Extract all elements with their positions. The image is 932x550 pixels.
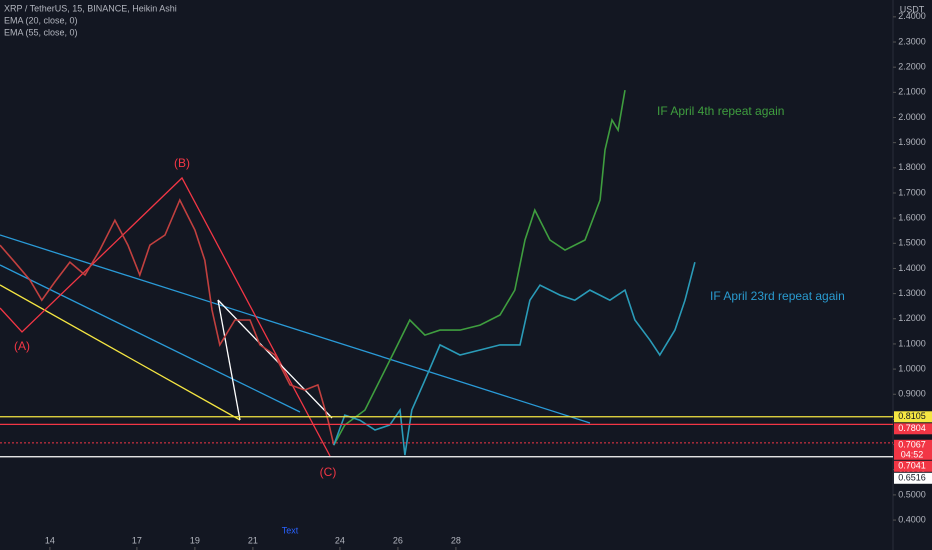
price-label: 0.7067 (898, 440, 926, 450)
x-tick-label: 17 (132, 535, 142, 545)
trendline (0, 234, 591, 424)
y-tick-label: 1.6000 (898, 213, 926, 223)
price-label: 0.7804 (898, 423, 926, 433)
price-label: 0.8105 (898, 411, 926, 421)
indicator: EMA (55, close, 0) (4, 27, 78, 37)
y-tick-label: 1.4000 (898, 263, 926, 273)
y-tick-label: 1.5000 (898, 238, 926, 248)
price-label-box (894, 439, 932, 460)
annotation: Text (282, 525, 299, 535)
trendline (0, 284, 241, 421)
y-tick-label: 1.9000 (898, 137, 926, 147)
countdown: 04:52 (901, 450, 924, 460)
currency: USDT (900, 4, 925, 14)
y-tick-label: 0.5000 (898, 489, 926, 499)
price-label-box (894, 460, 932, 472)
annotation: (B) (174, 156, 190, 170)
wave-line (0, 176, 331, 457)
y-tick-label: 2.0000 (898, 112, 926, 122)
y-tick-label: 0.4000 (898, 514, 926, 524)
annotation: (A) (14, 339, 30, 353)
price-label-box (894, 411, 932, 423)
y-tick-label: 1.0000 (898, 363, 926, 373)
y-tick-label: 1.8000 (898, 162, 926, 172)
y-tick-label: 1.2000 (898, 313, 926, 323)
x-tick-label: 26 (393, 535, 403, 545)
indicator: EMA (20, close, 0) (4, 15, 78, 25)
x-tick-label: 28 (451, 535, 461, 545)
x-tick-label: 21 (248, 535, 258, 545)
annotation: (C) (320, 465, 337, 479)
price-line (333, 89, 626, 446)
y-tick-label: 2.3000 (898, 36, 926, 46)
annotation: IF April 23rd repeat again (710, 289, 845, 303)
y-tick-label: 1.1000 (898, 338, 926, 348)
x-tick-label: 14 (45, 535, 55, 545)
annotation: IF April 4th repeat again (657, 104, 784, 118)
y-tick-label: 2.4000 (898, 11, 926, 21)
y-tick-label: 1.3000 (898, 288, 926, 298)
x-tick-label: 24 (335, 535, 345, 545)
price-line (0, 198, 335, 446)
y-tick-label: 0.9000 (898, 389, 926, 399)
price-label-box (894, 423, 932, 435)
y-tick-label: 2.1000 (898, 87, 926, 97)
price-line (333, 261, 696, 456)
price-label-box (894, 472, 932, 484)
x-tick-label: 19 (190, 535, 200, 545)
price-label: 0.6516 (898, 473, 926, 483)
price-label: 0.7041 (898, 461, 926, 471)
chart-title: XRP / TetherUS, 15, BINANCE, Heikin Ashi (4, 3, 177, 13)
trendline (217, 299, 241, 421)
y-tick-label: 2.2000 (898, 62, 926, 72)
y-tick-label: 1.7000 (898, 187, 926, 197)
